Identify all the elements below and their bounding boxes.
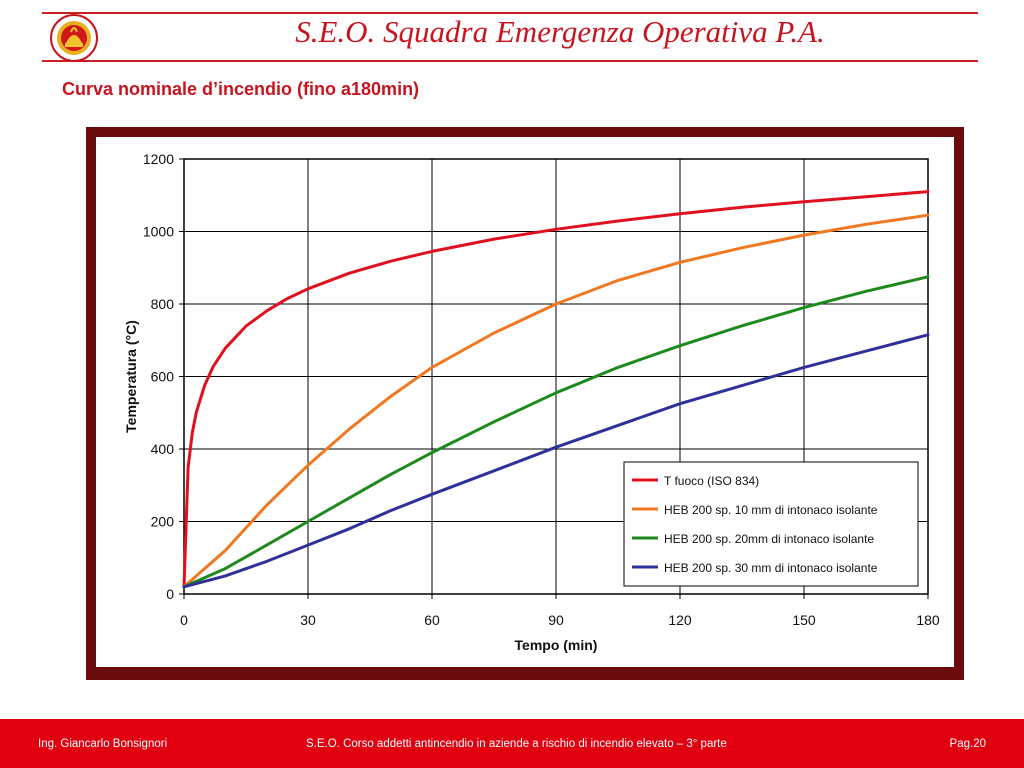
header-bottom-rule [42,60,978,62]
series-line [182,190,930,589]
legend-entry: HEB 200 sp. 10 mm di intonaco isolante [664,503,878,517]
legend-entry: HEB 200 sp. 30 mm di intonaco isolante [664,561,878,575]
y-tick-label: 1000 [143,224,174,240]
y-tick-label: 1200 [143,151,174,167]
temperature-chart: 0 30 60 90 120 150 180 0 200 400 600 800 1000 1200 Tem… [123,151,940,653]
footer-course: S.E.O. Corso addetti antincendio in azie… [306,738,727,750]
series-line [182,213,930,589]
chart-panel: 0 30 60 90 120 150 180 0 200 400 600 800 1000 1200 Tem… [96,137,954,667]
legend-box [623,461,919,587]
series-line [182,275,930,589]
fire-brigade-emblem-icon [50,14,98,62]
y-tick-label: 600 [151,369,175,385]
legend-entry: T fuoco (ISO 834) [664,474,759,488]
footer-bar: Ing. Giancarlo Bonsignori S.E.O. Corso a… [0,719,1024,768]
x-tick-label: 30 [300,612,316,628]
y-tick-label: 0 [166,586,174,602]
slide-subtitle: Curva nominale d’incendio (fino a180min) [62,79,420,99]
y-axis-label: Temperatura (°C) [123,320,139,433]
legend-entry: HEB 200 sp. 20mm di intonaco isolante [664,532,874,546]
series-line [182,333,930,589]
x-tick-label: 180 [916,612,940,628]
x-tick-label: 120 [668,612,692,628]
x-axis-label: Tempo (min) [515,637,598,653]
x-tick-label: 0 [180,612,188,628]
footer-page-number: Pag.20 [949,738,986,750]
footer-author: Ing. Giancarlo Bonsignori [38,738,168,750]
header-top-rule [42,12,978,14]
y-tick-label: 800 [151,296,175,312]
page-title: S.E.O. Squadra Emergenza Operativa P.A. [295,14,825,49]
x-tick-label: 60 [424,612,440,628]
y-tick-label: 400 [151,441,175,457]
y-tick-label: 200 [151,514,175,530]
x-tick-label: 90 [548,612,564,628]
x-tick-label: 150 [792,612,816,628]
